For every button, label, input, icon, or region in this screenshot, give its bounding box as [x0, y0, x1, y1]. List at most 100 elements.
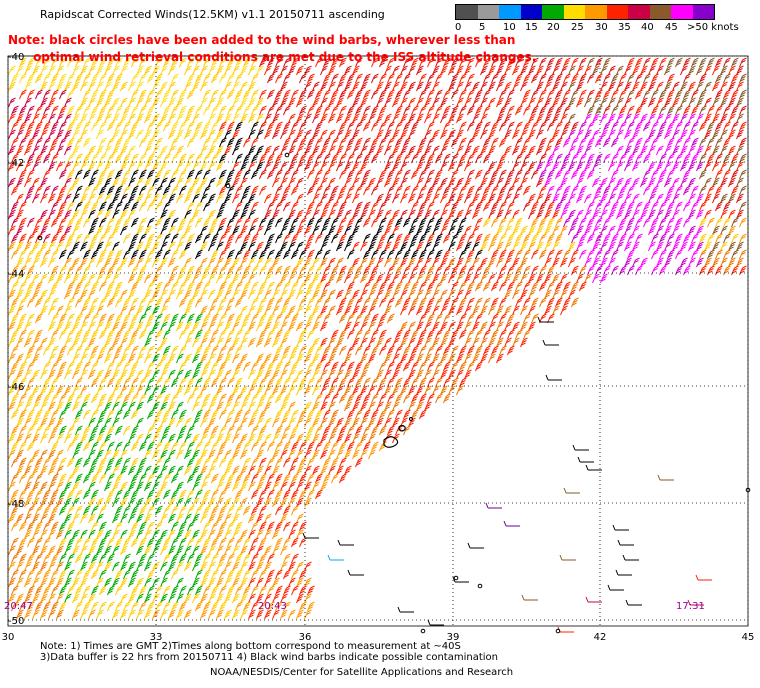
wind-barb: [203, 73, 211, 84]
wind-barb: [224, 65, 232, 76]
wind-barb: [43, 185, 51, 196]
barb-stroke: [304, 241, 312, 252]
wind-barb: [400, 97, 408, 108]
wind-barb: [35, 153, 43, 164]
wind-barb: [64, 161, 72, 172]
barb-stroke: [499, 233, 507, 244]
wind-barb: [539, 169, 547, 180]
wind-barb: [392, 273, 400, 284]
barb-stroke: [675, 249, 683, 260]
barb-stroke: [704, 145, 712, 156]
barb-stroke: [571, 137, 579, 148]
wind-barb: [544, 209, 552, 220]
wind-barb: [315, 121, 323, 132]
barb-stroke: [683, 217, 691, 228]
wind-barb: [648, 209, 656, 220]
wind-barb: [411, 57, 419, 68]
wind-barb: [728, 193, 736, 204]
barb-stroke: [224, 273, 232, 284]
wind-barb: [531, 249, 539, 260]
wind-barb: [27, 137, 35, 148]
wind-barb: [288, 225, 296, 236]
wind-barb: [267, 217, 275, 228]
barb-stroke: [83, 73, 91, 84]
wind-barb: [339, 57, 347, 68]
wind-barb: [83, 89, 91, 100]
barb-stroke: [16, 145, 24, 156]
barb-stroke: [155, 233, 163, 244]
wind-barb: [235, 169, 243, 180]
barb-stroke: [427, 201, 435, 212]
barb-stroke: [347, 217, 355, 228]
barb-stroke: [440, 177, 448, 188]
wind-barb: [344, 177, 352, 188]
wind-barb: [523, 89, 531, 100]
wind-barb: [712, 81, 720, 92]
wind-barb: [275, 201, 283, 212]
barb-stroke: [35, 73, 43, 84]
barb-stroke: [72, 257, 80, 268]
wind-barb: [256, 129, 264, 140]
barb-stroke: [11, 217, 19, 228]
barb-stroke: [728, 81, 736, 92]
wind-barb: [552, 257, 560, 268]
barb-stroke: [448, 65, 456, 76]
wind-barb: [283, 57, 291, 68]
wind-barb: [19, 121, 27, 132]
wind-barb: [27, 297, 35, 308]
wind-barb: [272, 209, 280, 220]
barb-stroke: [651, 137, 659, 148]
wind-barb: [56, 81, 64, 92]
barb-stroke: [715, 185, 723, 196]
barb-stroke: [547, 57, 555, 68]
wind-barb: [64, 129, 72, 140]
barb-stroke: [171, 233, 179, 244]
wind-barb: [699, 249, 707, 260]
barb-stroke: [208, 65, 216, 76]
wind-barb: [192, 161, 200, 172]
barb-stroke: [411, 265, 419, 276]
wind-barb: [483, 233, 491, 244]
barb-stroke: [371, 201, 379, 212]
wind-barb: [576, 145, 584, 156]
barb-stroke: [728, 209, 736, 220]
wind-barb: [707, 185, 715, 196]
wind-barb: [115, 105, 123, 116]
wind-barb: [259, 121, 267, 132]
wind-barb: [707, 137, 715, 148]
wind-barb: [416, 257, 424, 268]
wind-barb: [539, 217, 547, 228]
wind-barb: [523, 121, 531, 132]
wind-barb: [464, 97, 472, 108]
barb-stroke: [267, 105, 275, 116]
wind-barb: [176, 273, 184, 284]
barb-stroke: [144, 145, 152, 156]
wind-barb: [576, 97, 584, 108]
barb-stroke: [640, 113, 648, 124]
wind-barb: [16, 177, 24, 188]
wind-barb: [200, 225, 208, 236]
wind-barb: [496, 193, 504, 204]
barb-stroke: [336, 241, 344, 252]
barb-stroke: [400, 65, 408, 76]
barb-stroke: [408, 289, 416, 300]
wind-barb: [83, 249, 91, 260]
wind-barb: [579, 249, 587, 260]
wind-barb: [488, 305, 496, 316]
barb-stroke: [656, 209, 664, 220]
wind-barb: [448, 209, 456, 220]
wind-barb: [83, 217, 91, 228]
barb-stroke: [667, 137, 675, 148]
wind-barb: [675, 89, 683, 100]
barb-stroke: [363, 297, 371, 308]
wind-barb: [232, 129, 240, 140]
wind-barb: [536, 129, 544, 140]
barb-stroke: [632, 161, 640, 172]
wind-barb: [179, 281, 187, 292]
barb-stroke: [96, 257, 104, 268]
wind-barb: [280, 193, 288, 204]
barb-stroke: [171, 169, 179, 180]
wind-barb: [248, 305, 256, 316]
barb-stroke: [163, 249, 171, 260]
wind-barb: [107, 121, 115, 132]
